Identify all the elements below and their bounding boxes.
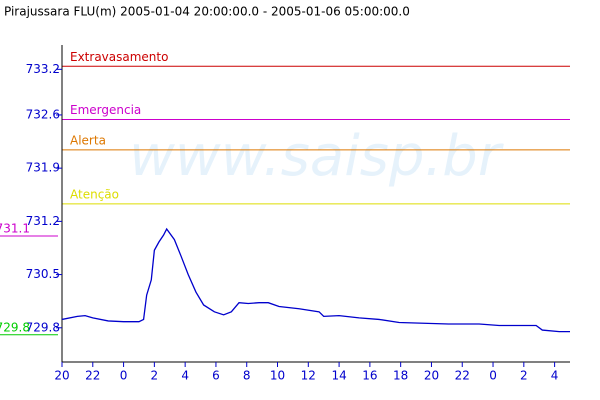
x-tick-label: 12 [301, 369, 316, 383]
y-tick-label: 730.5 [26, 267, 60, 281]
annotation-label: 731.1 [0, 221, 30, 235]
x-tick-label: 2 [151, 369, 159, 383]
x-tick-label: 22 [455, 369, 470, 383]
watermark: www.saisp.br [129, 124, 504, 189]
x-tick-label: 8 [243, 369, 251, 383]
threshold-label: Alerta [70, 133, 106, 147]
y-tick-label: 733.2 [26, 62, 60, 76]
x-tick-label: 18 [393, 369, 408, 383]
x-tick-label: 6 [212, 369, 220, 383]
annotation-label: 729.8 [0, 320, 30, 334]
y-tick-label: 729.8 [26, 320, 60, 334]
x-tick-label: 2 [520, 369, 528, 383]
x-tick-label: 14 [331, 369, 346, 383]
x-tick-label: 4 [181, 369, 189, 383]
x-tick-label: 10 [270, 369, 285, 383]
threshold-label: Extravasamento [70, 50, 168, 64]
x-tick-label: 0 [489, 369, 497, 383]
x-tick-label: 22 [85, 369, 100, 383]
threshold-label: Atenção [70, 187, 119, 201]
y-tick-label: 731.2 [26, 214, 60, 228]
x-tick-label: 4 [551, 369, 559, 383]
threshold-label: Emergencia [70, 103, 141, 117]
y-tick-label: 732.6 [26, 107, 60, 121]
chart-title: Pirajussara FLU(m) 2005-01-04 20:00:00.0… [4, 5, 410, 19]
x-tick-label: 20 [424, 369, 439, 383]
x-tick-label: 16 [362, 369, 377, 383]
x-tick-label: 20 [54, 369, 69, 383]
y-tick-label: 731.9 [26, 161, 60, 175]
x-tick-label: 0 [120, 369, 128, 383]
data-line [61, 227, 570, 333]
